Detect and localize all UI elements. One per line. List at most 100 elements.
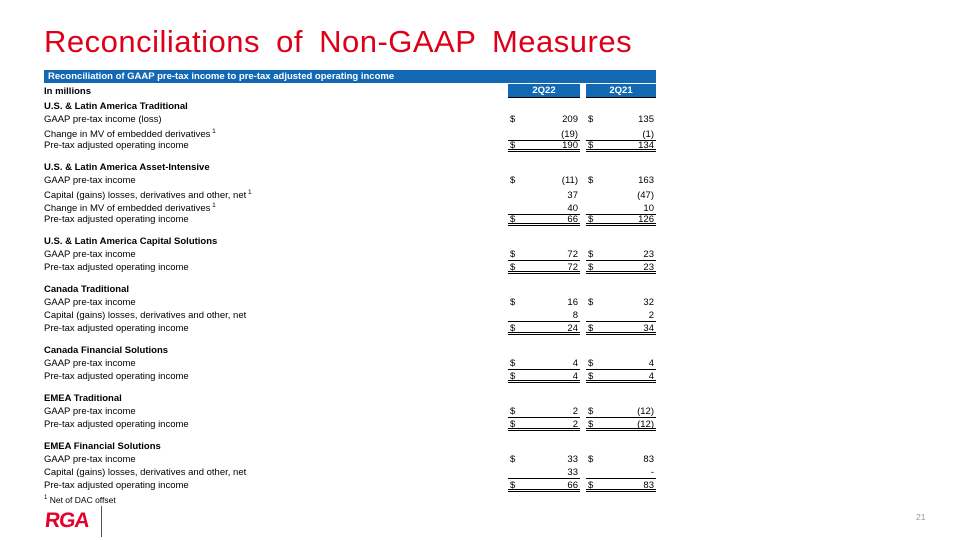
value: 163 — [638, 175, 654, 186]
reconciliation-table: Reconciliation of GAAP pre-tax income to… — [44, 70, 656, 505]
value-cell: $ (11) — [508, 175, 580, 187]
dollar-sign: $ — [510, 114, 516, 125]
value: 83 — [643, 480, 654, 491]
row-label: Pre-tax adjusted operating income — [44, 371, 189, 382]
page-title: Reconciliations of Non-GAAP Measures — [44, 24, 633, 59]
value: 16 — [567, 297, 578, 308]
value: 126 — [638, 214, 654, 225]
section-header: U.S. & Latin America Capital Solutions — [44, 236, 218, 247]
row-label: GAAP pre-tax income (loss) — [44, 114, 162, 125]
dollar-sign: $ — [588, 323, 594, 334]
table-section: U.S. & Latin America Traditional GAAP pre… — [44, 100, 656, 152]
value-cell: $72 — [508, 262, 580, 274]
dollar-sign: $ — [588, 262, 594, 273]
value: 40 — [567, 203, 578, 215]
table-section: Canada Traditional GAAP pre-tax income $16… — [44, 283, 656, 335]
value: 32 — [643, 297, 654, 308]
value-cell: $83 — [586, 480, 656, 492]
dollar-sign: $ — [510, 480, 516, 491]
table-row: Capital (gains) losses, derivatives and … — [44, 309, 656, 322]
value: 66 — [567, 480, 578, 491]
table-section: EMEA Traditional GAAP pre-tax income $2 $ (1… — [44, 392, 656, 431]
value-cell: $72 — [508, 249, 580, 261]
table-row: GAAP pre-tax income (loss) $209 $135 — [44, 113, 656, 126]
value: 4 — [648, 358, 654, 369]
table-section: U.S. & Latin America Capital Solutions GA… — [44, 235, 656, 274]
value: 2 — [572, 419, 578, 430]
value-cell: $4 — [586, 371, 656, 383]
value: 4 — [648, 371, 654, 382]
value-cell: (19) — [508, 129, 580, 142]
table-row: GAAP pre-tax income $ (11) $163 — [44, 174, 656, 187]
value: 72 — [567, 262, 578, 273]
table-row: Pre-tax adjusted operating income $24 $34 — [44, 322, 656, 335]
value-cell: 2 — [586, 310, 656, 322]
section-header: U.S. & Latin America Asset-Intensive — [44, 162, 210, 173]
table-row: Pre-tax adjusted operating income $2 $ (12) — [44, 418, 656, 431]
value: 34 — [643, 323, 654, 334]
value: (12) — [637, 406, 654, 417]
table-row: GAAP pre-tax income $16 $32 — [44, 296, 656, 309]
value-cell: $4 — [586, 358, 656, 370]
value: 190 — [562, 140, 578, 151]
row-label: GAAP pre-tax income — [44, 297, 136, 308]
value: (12) — [637, 419, 654, 430]
value-cell: $23 — [586, 249, 656, 261]
value: 135 — [638, 114, 654, 125]
dollar-sign: $ — [588, 249, 594, 260]
row-label: Pre-tax adjusted operating income — [44, 214, 189, 225]
row-label: Pre-tax adjusted operating income — [44, 480, 189, 491]
table-row: GAAP pre-tax income $4 $4 — [44, 357, 656, 370]
value: - — [650, 467, 654, 478]
value: 4 — [572, 358, 578, 369]
rga-logo: RGA — [43, 509, 90, 532]
value-cell: 10 — [586, 203, 656, 216]
dollar-sign: $ — [510, 323, 516, 334]
row-label: Capital (gains) losses, derivatives and … — [44, 189, 252, 202]
value: (47) — [637, 190, 654, 202]
dollar-sign: $ — [510, 419, 516, 430]
dollar-sign: $ — [510, 371, 516, 382]
row-label: GAAP pre-tax income — [44, 175, 136, 186]
value-cell: $209 — [508, 114, 580, 126]
column-header-2q21: 2Q21 — [586, 84, 656, 98]
page-number: 21 — [916, 512, 926, 522]
dollar-sign: $ — [588, 297, 594, 308]
table-row: Pre-tax adjusted operating income $4 $4 — [44, 370, 656, 383]
table-row: Change in MV of embedded derivatives 1 (1… — [44, 126, 656, 142]
value: 33 — [567, 467, 578, 478]
row-label: Pre-tax adjusted operating income — [44, 140, 189, 151]
table-header-row: In millions 2Q22 2Q21 — [44, 84, 656, 98]
footnote-marker: 1 — [44, 495, 48, 502]
dollar-sign: $ — [510, 140, 516, 151]
row-label: Capital (gains) losses, derivatives and … — [44, 467, 247, 478]
dollar-sign: $ — [588, 480, 594, 491]
table-section: U.S. & Latin America Asset-Intensive GAAP… — [44, 161, 656, 226]
value-cell: - — [586, 467, 656, 479]
section-header: U.S. & Latin America Traditional — [44, 101, 188, 112]
value: 10 — [643, 203, 654, 215]
row-label: GAAP pre-tax income — [44, 249, 136, 260]
dollar-sign: $ — [588, 371, 594, 382]
table-row: Change in MV of embedded derivatives 1 40… — [44, 200, 656, 216]
value-cell: $66 — [508, 480, 580, 492]
value-cell: $135 — [586, 114, 656, 126]
table-section: Canada Financial Solutions GAAP pre-tax i… — [44, 344, 656, 383]
value: 134 — [638, 140, 654, 151]
value-cell: $4 — [508, 371, 580, 383]
table-row: Pre-tax adjusted operating income $190 $13… — [44, 139, 656, 152]
table-row: GAAP pre-tax income $33 $83 — [44, 453, 656, 466]
value-cell: (47) — [586, 190, 656, 202]
value-cell: $16 — [508, 297, 580, 309]
table-row: GAAP pre-tax income $72 $23 — [44, 248, 656, 261]
dollar-sign: $ — [510, 214, 516, 225]
dollar-sign: $ — [510, 406, 516, 417]
section-header: EMEA Traditional — [44, 393, 122, 404]
table-row: Pre-tax adjusted operating income $66 $126 — [44, 213, 656, 226]
dollar-sign: $ — [588, 358, 594, 369]
value-cell: $134 — [586, 140, 656, 152]
section-header: EMEA Financial Solutions — [44, 441, 161, 452]
dollar-sign: $ — [588, 454, 594, 465]
value-cell: 37 — [508, 190, 580, 202]
row-label: GAAP pre-tax income — [44, 358, 136, 369]
